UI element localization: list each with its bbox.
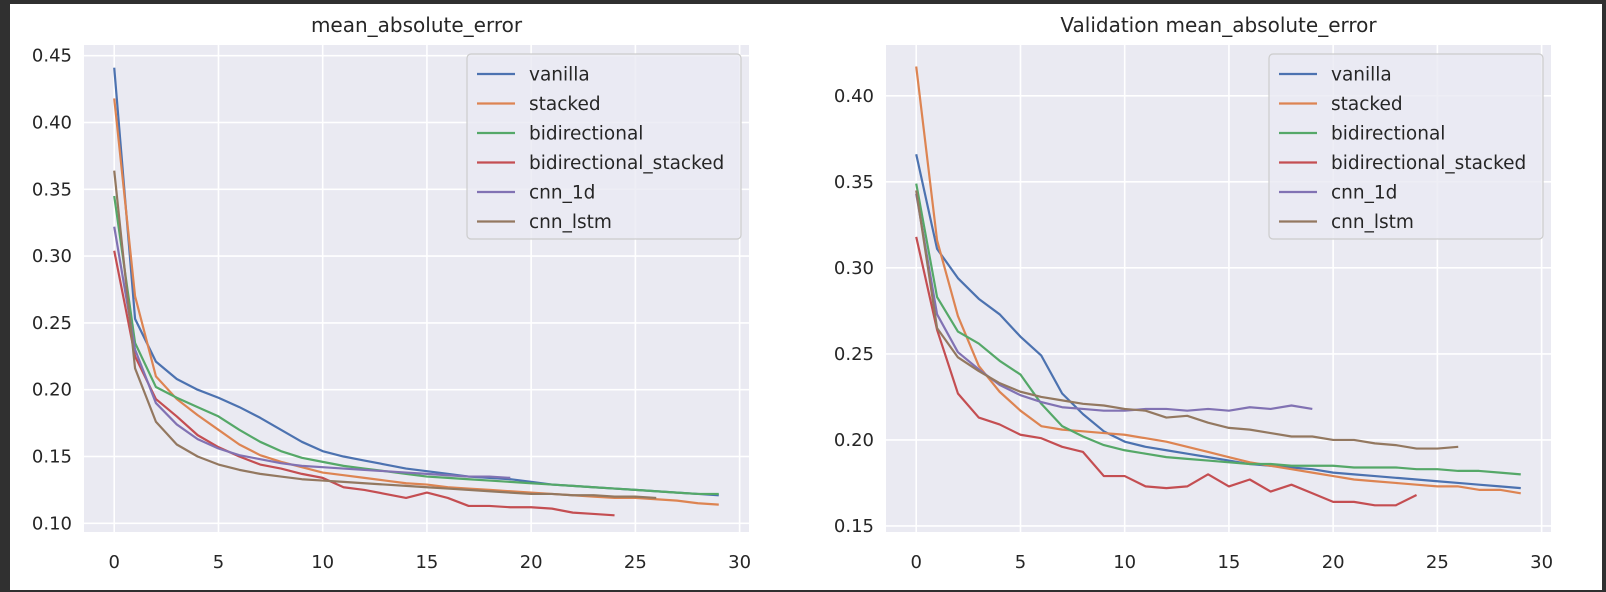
legend-label: bidirectional — [529, 124, 643, 145]
legend-label: bidirectional_stacked — [1331, 153, 1526, 174]
y-tick-label: 0.40 — [32, 112, 72, 133]
y-tick-label: 0.35 — [32, 179, 72, 200]
x-tick-label: 10 — [311, 552, 334, 573]
series-line-vanilla — [915, 154, 1521, 490]
chart-panel-val: 0 5 10 15 20 25 30 0.15 0.20 0.25 0.30 0.35 0.40 Vali… — [834, 13, 1553, 573]
x-tick-label: 0 — [911, 552, 922, 573]
x-tick-label: 25 — [1426, 552, 1449, 573]
chart-panel-train: 0 5 10 15 20 25 30 0.10 0.15 0.20 0.25 0.30 0.35 0.40… — [32, 13, 751, 573]
x-tick-label: 20 — [520, 552, 543, 573]
x-tick-label: 20 — [1322, 552, 1345, 573]
x-tick-label: 5 — [1015, 552, 1026, 573]
legend-label: vanilla — [1331, 65, 1392, 86]
y-tick-label: 0.45 — [32, 46, 72, 67]
legend: vanilla stacked bidirectional bidirectional… — [1268, 53, 1544, 240]
y-tick-label: 0.10 — [32, 513, 72, 534]
legend-label: vanilla — [529, 65, 590, 86]
x-tick-label: 25 — [624, 552, 647, 573]
legend-label: cnn_1d — [1331, 183, 1397, 204]
y-tick-label: 0.25 — [32, 313, 72, 334]
y-tick-label: 0.30 — [32, 246, 72, 267]
legend-label: bidirectional — [1331, 124, 1445, 145]
legend-label: stacked — [1331, 94, 1403, 115]
legend-label: bidirectional_stacked — [529, 153, 724, 174]
legend: vanilla stacked bidirectional bidirectional… — [466, 53, 742, 240]
y-tick-label: 0.15 — [32, 447, 72, 468]
series-line-cnn-lstm — [113, 170, 657, 500]
series-line-bidirectional — [113, 195, 719, 496]
chart-title: mean_absolute_error — [311, 13, 523, 37]
x-tick-label: 30 — [728, 552, 751, 573]
grid — [84, 45, 749, 532]
series-line-cnn-1d — [113, 226, 511, 479]
figure: 0 5 10 15 20 25 30 0.10 0.15 0.20 0.25 0.30 0.35 0.40… — [10, 4, 1602, 590]
legend-label: cnn_lstm — [529, 212, 612, 233]
series-line-bidirectional — [915, 183, 1521, 476]
series-line-cnn-lstm — [915, 190, 1459, 450]
x-tick-label: 10 — [1113, 552, 1136, 573]
series-line-stacked — [113, 98, 719, 506]
x-tick-label: 15 — [415, 552, 438, 573]
legend-frame — [1268, 53, 1544, 240]
series-line-stacked — [915, 66, 1521, 495]
y-tick-label: 0.35 — [834, 172, 874, 193]
y-tick-label: 0.25 — [834, 344, 874, 365]
x-tick-label: 15 — [1217, 552, 1240, 573]
figure-canvas: 0 5 10 15 20 25 30 0.10 0.15 0.20 0.25 0.30 0.35 0.40… — [32, 13, 1553, 573]
series-line-bidirectional-stacked — [113, 250, 615, 517]
x-tick-label: 5 — [213, 552, 224, 573]
legend-label: cnn_lstm — [1331, 212, 1414, 233]
chart-title: Validation mean_absolute_error — [1060, 13, 1377, 37]
y-tick-label: 0.20 — [834, 430, 874, 451]
x-tick-label: 0 — [109, 552, 120, 573]
series-line-bidirectional-stacked — [915, 236, 1418, 507]
y-tick-label: 0.30 — [834, 258, 874, 279]
legend-label: stacked — [529, 94, 601, 115]
x-tick-label: 30 — [1530, 552, 1553, 573]
y-tick-label: 0.20 — [32, 380, 72, 401]
legend-label: cnn_1d — [529, 183, 595, 204]
legend-frame — [466, 53, 742, 240]
y-tick-label: 0.40 — [834, 86, 874, 107]
y-tick-label: 0.15 — [834, 516, 874, 537]
